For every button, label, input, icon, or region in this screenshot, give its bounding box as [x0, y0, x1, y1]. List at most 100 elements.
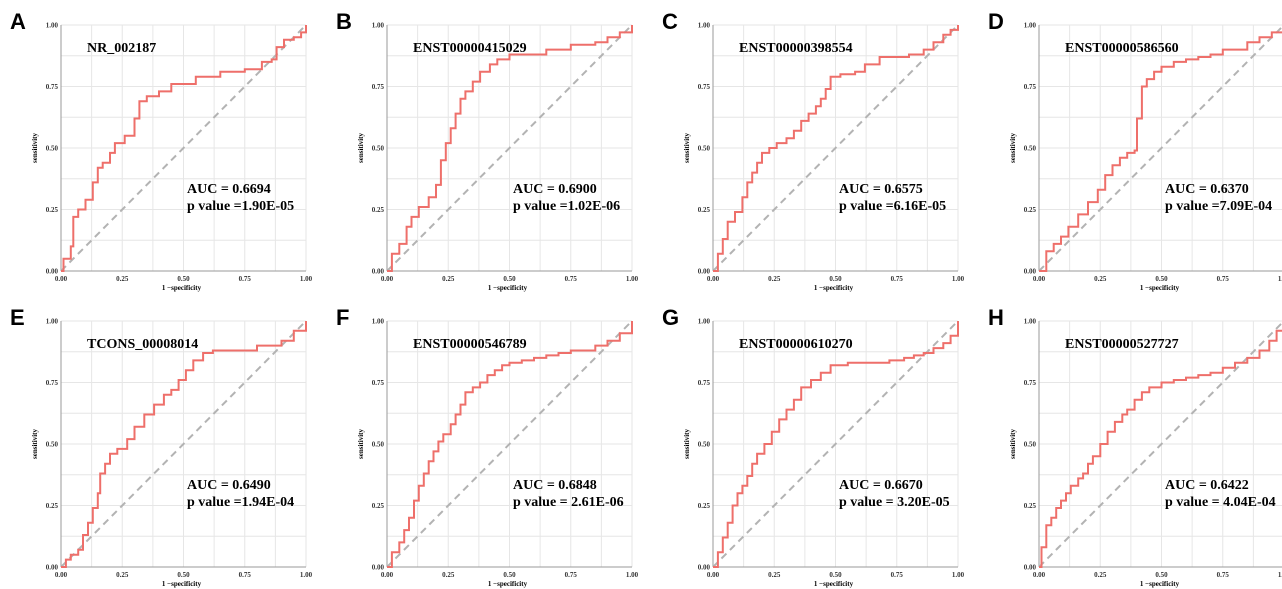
x-tick-label: 0.25	[1094, 275, 1107, 283]
reference-diagonal	[60, 24, 307, 272]
x-tick-label: 1.00	[626, 275, 639, 283]
panel-letter: H	[988, 305, 1004, 330]
x-tick-label: 0.25	[768, 275, 781, 283]
y-tick-label: 0.00	[1024, 564, 1037, 572]
y-tick-label: 0.00	[46, 268, 59, 276]
y-tick-label: 1.00	[1024, 22, 1037, 30]
x-axis-label: 1 −specificity	[162, 580, 202, 588]
gene-title: NR_002187	[87, 41, 156, 56]
y-tick-label: 1.00	[372, 318, 385, 326]
panel-letter: E	[10, 305, 25, 330]
x-tick-label: 1.00	[952, 571, 965, 579]
x-tick-label: 0.50	[177, 571, 190, 579]
x-tick-label: 1.00	[952, 275, 965, 283]
x-tick-label: 0.00	[55, 275, 68, 283]
roc-curve	[61, 25, 307, 272]
roc-chart-svg: 0.000.00 0.25 0.25 0.50 0.50 0.75 0.75 1.00 1.00…	[988, 9, 1282, 292]
roc-curve	[713, 321, 959, 568]
x-tick-label: 0.00	[707, 275, 720, 283]
roc-panel-c: 0.00 0.00 0.25 0.25 0.50 0.50 0.75 0.75 1.00 1.00…	[652, 0, 972, 293]
x-tick-label: 0.75	[239, 275, 252, 283]
gene-title: ENST00000527727	[1065, 337, 1179, 352]
y-tick-label: 0.50	[372, 441, 385, 449]
y-tick-label: 0.75	[46, 379, 59, 387]
y-axis-label: sensitivity	[357, 133, 365, 163]
x-tick-label: 0.00	[1033, 571, 1046, 579]
y-tick-label: 0.25	[372, 206, 385, 214]
roc-panel-f: 0.00 0.00 0.25 0.25 0.50 0.50 0.75 0.75 1.00 1.00…	[326, 296, 646, 589]
p-value: p value =1.02E-06	[513, 199, 620, 214]
y-tick-label: 0.75	[698, 83, 711, 91]
gene-title: ENST00000546789	[413, 337, 527, 352]
gridlines	[60, 24, 307, 272]
y-tick-label: 1.00	[1024, 318, 1037, 326]
roc-chart-svg: 0.000.00 0.25 0.25 0.50 0.50 0.75 0.75 1.00 1.00…	[10, 9, 313, 292]
panel-letter: C	[662, 9, 678, 34]
y-tick-label: 0.75	[372, 83, 385, 91]
reference-diagonal	[712, 24, 959, 272]
gene-title: ENST00000415029	[413, 41, 527, 56]
x-tick-label: 0.50	[1155, 275, 1168, 283]
roc-curve	[1039, 31, 1282, 272]
reference-diagonal	[386, 24, 633, 272]
y-axis-label: sensitivity	[357, 429, 365, 459]
roc-curve	[387, 321, 633, 568]
x-tick-label: 0.50	[177, 275, 190, 283]
x-axis-label: 1 −specificity	[162, 284, 202, 292]
p-value: p value =6.16E-05	[839, 199, 946, 214]
x-tick-label: 0.25	[116, 571, 129, 579]
roc-panel-g: 0.00 0.00 0.25 0.25 0.50 0.50 0.75 0.75 1.00 1.00…	[652, 296, 972, 589]
y-tick-label: 0.00	[372, 564, 385, 572]
x-tick-label: 0.25	[442, 275, 455, 283]
y-tick-label: 0.50	[46, 145, 59, 153]
gene-title: TCONS_00008014	[87, 337, 198, 352]
y-tick-label: 0.75	[698, 379, 711, 387]
x-tick-label: 0.50	[503, 571, 516, 579]
y-axis-label: sensitivity	[1009, 133, 1017, 163]
roc-chart-svg: 0.000.00 0.25 0.25 0.50 0.50 0.75 0.75 1.00 1.00…	[10, 305, 313, 588]
auc-value: AUC = 0.6694	[187, 182, 271, 197]
auc-value: AUC = 0.6848	[513, 478, 597, 493]
gene-title: ENST00000398554	[739, 41, 853, 56]
y-tick-label: 0.50	[1024, 441, 1037, 449]
p-value: p value =1.90E-05	[187, 199, 294, 214]
roc-chart-svg: 0.000.00 0.25 0.25 0.50 0.50 0.75 0.75 1.00 1.00…	[988, 305, 1282, 588]
x-tick-label: 0.75	[1217, 571, 1230, 579]
y-tick-label: 0.25	[1024, 502, 1037, 510]
y-tick-label: 0.75	[1024, 379, 1037, 387]
y-tick-label: 0.00	[372, 268, 385, 276]
x-tick-label: 0.75	[239, 571, 252, 579]
roc-chart-svg: 0.000.00 0.25 0.25 0.50 0.50 0.75 0.75 1.00 1.00…	[662, 9, 965, 292]
y-tick-label: 0.25	[698, 206, 711, 214]
y-tick-label: 0.75	[1024, 83, 1037, 91]
panel-letter: F	[336, 305, 349, 330]
panel-letter: A	[10, 9, 26, 34]
roc-chart-svg: 0.000.00 0.25 0.25 0.50 0.50 0.75 0.75 1.00 1.00…	[662, 305, 965, 588]
x-tick-label: 0.50	[829, 275, 842, 283]
x-axis-label: 1 −specificity	[814, 284, 854, 292]
y-tick-label: 0.50	[698, 145, 711, 153]
x-tick-label: 0.25	[442, 571, 455, 579]
y-axis-label: sensitivity	[683, 133, 691, 163]
x-tick-label: 0.00	[381, 275, 394, 283]
auc-value: AUC = 0.6370	[1165, 182, 1249, 197]
reference-diagonal	[60, 320, 307, 568]
x-tick-label: 0.75	[565, 275, 578, 283]
auc-value: AUC = 0.6900	[513, 182, 597, 197]
y-tick-label: 0.50	[698, 441, 711, 449]
roc-panel-d: 0.000.00 0.25 0.25 0.50 0.50 0.75 0.75 1.00 1.00…	[978, 0, 1282, 293]
reference-diagonal	[712, 320, 959, 568]
y-tick-label: 1.00	[372, 22, 385, 30]
y-tick-label: 0.25	[372, 502, 385, 510]
y-tick-label: 0.25	[46, 502, 59, 510]
p-value: p value = 3.20E-05	[839, 495, 950, 510]
y-tick-label: 0.75	[372, 379, 385, 387]
x-tick-label: 0.75	[1217, 275, 1230, 283]
gene-title: ENST00000610270	[739, 337, 853, 352]
y-tick-label: 0.00	[698, 564, 711, 572]
reference-diagonal	[1038, 25, 1282, 272]
x-tick-label: 0.25	[1094, 571, 1107, 579]
x-tick-label: 0.50	[829, 571, 842, 579]
roc-curve	[1039, 329, 1282, 568]
roc-panel-a: 0.00 0.00 0.25 0.25 0.50 0.50 0.75 0.75 1.00 1.00…	[0, 0, 320, 293]
